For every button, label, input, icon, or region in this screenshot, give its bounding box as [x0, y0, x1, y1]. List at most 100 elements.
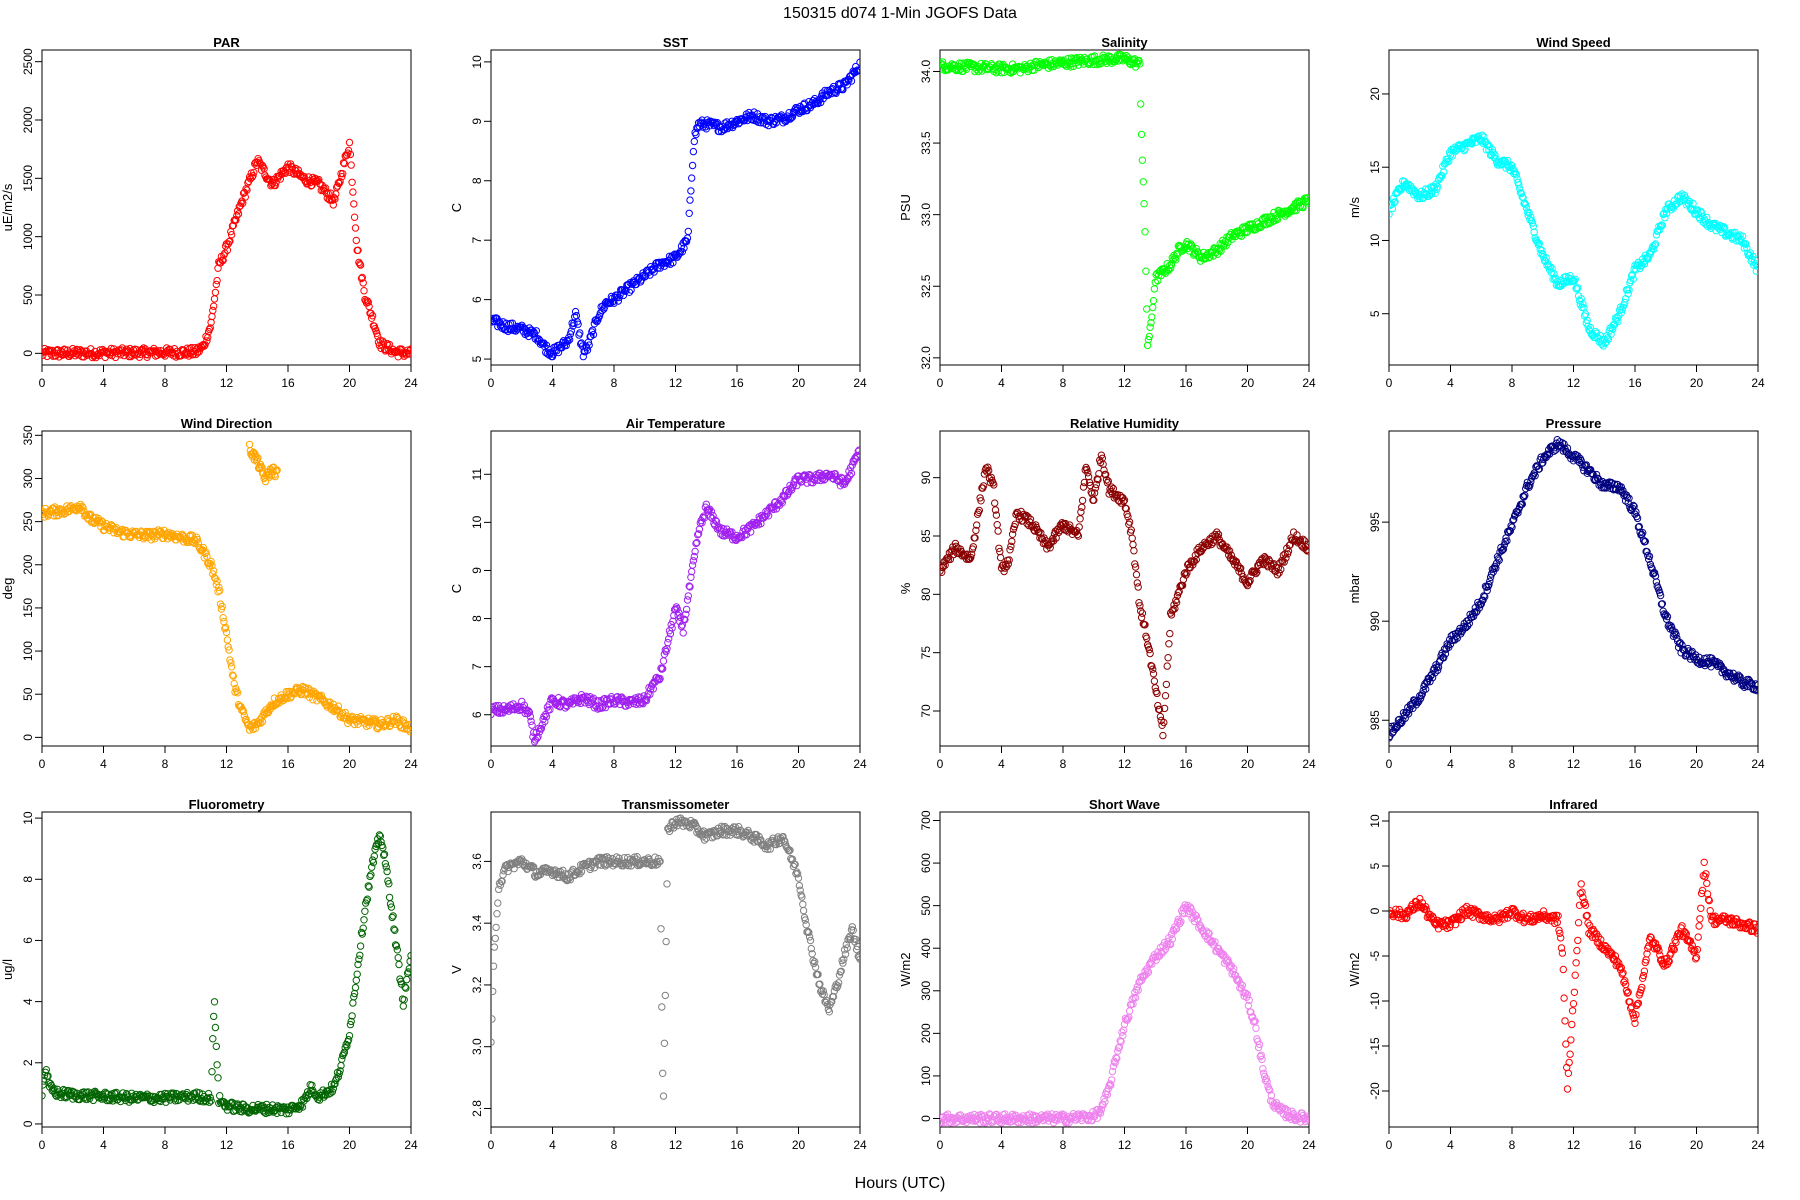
data-point [268, 471, 276, 479]
data-point [1515, 181, 1523, 189]
data-point [1008, 537, 1016, 546]
data-point [525, 708, 534, 716]
data-point [276, 175, 284, 183]
data-point [211, 1023, 220, 1032]
data-point [225, 646, 233, 654]
data-point [805, 933, 814, 941]
data-point [358, 930, 366, 938]
x-tick-label: 16 [1179, 757, 1193, 771]
data-point [1752, 685, 1758, 694]
data-point [562, 341, 570, 350]
data-point [946, 555, 954, 564]
data-point [799, 107, 807, 116]
data-point [1571, 275, 1579, 283]
x-tick-label: 24 [404, 757, 418, 771]
y-tick-label: 10 [470, 515, 484, 529]
data-point [690, 137, 698, 146]
data-point [1124, 1015, 1132, 1023]
data-point [1579, 300, 1587, 308]
data-point [1041, 58, 1049, 66]
data-point [380, 850, 389, 858]
data-point [1709, 656, 1718, 665]
data-point [1154, 277, 1162, 285]
data-point [764, 121, 773, 130]
data-point [1658, 600, 1667, 608]
x-tick-label: 8 [611, 757, 618, 771]
data-point [1160, 704, 1169, 713]
data-point [648, 266, 657, 274]
x-tick-label: 8 [162, 757, 169, 771]
x-tick-label: 12 [220, 1138, 234, 1152]
data-point [1512, 171, 1521, 179]
data-point [394, 954, 402, 962]
data-point [47, 351, 56, 359]
data-point [686, 583, 694, 591]
data-point [1558, 439, 1567, 447]
data-point [258, 718, 267, 726]
x-tick-label: 0 [1386, 757, 1393, 771]
data-point [1065, 1119, 1073, 1127]
data-point [1059, 1112, 1067, 1121]
data-point [1180, 245, 1189, 253]
data-point [340, 1048, 349, 1057]
panel-title: Short Wave [1089, 797, 1160, 812]
data-point [1246, 577, 1254, 585]
data-point [308, 1081, 316, 1090]
data-point [1491, 151, 1499, 159]
data-point [1690, 206, 1698, 215]
data-point [232, 216, 240, 224]
data-point [777, 836, 786, 845]
data-point [537, 724, 546, 733]
y-tick-label: 6 [470, 711, 484, 718]
data-point [787, 114, 795, 123]
data-point [1119, 1031, 1127, 1040]
data-point [846, 72, 854, 81]
y-axis-label: C [449, 203, 464, 212]
data-point [688, 561, 697, 569]
data-point [392, 942, 401, 950]
data-point [1136, 60, 1144, 68]
data-point [1475, 604, 1484, 612]
data-point [1422, 685, 1430, 693]
data-point [495, 885, 503, 894]
data-point [233, 211, 241, 220]
data-point [546, 706, 554, 714]
y-tick-label: 9 [470, 567, 484, 574]
data-point [1132, 570, 1141, 579]
data-point [359, 279, 367, 287]
data-point [1165, 640, 1173, 648]
y-axis-label: C [449, 584, 464, 593]
data-point [1242, 228, 1251, 237]
data-point [356, 942, 365, 950]
data-point [355, 955, 363, 963]
data-point [1662, 209, 1671, 218]
data-point [353, 970, 361, 978]
data-point [1204, 249, 1212, 257]
data-point [1170, 601, 1178, 609]
data-point [1172, 598, 1181, 607]
y-tick-label: 300 [21, 468, 35, 488]
y-tick-label: 34.0 [919, 59, 933, 83]
data-point [1633, 514, 1642, 523]
panel-title: Relative Humidity [1070, 416, 1180, 431]
data-point [403, 975, 411, 984]
data-points [42, 440, 411, 736]
data-point [955, 66, 963, 75]
data-point [706, 505, 714, 513]
data-point [1639, 529, 1647, 537]
data-point [1389, 210, 1393, 219]
data-point [344, 146, 353, 155]
data-point [1275, 569, 1283, 577]
data-point [61, 346, 69, 354]
data-point [1495, 556, 1503, 564]
data-point [1438, 649, 1446, 657]
data-point [1743, 244, 1751, 252]
data-point [391, 941, 400, 949]
data-point [223, 636, 232, 644]
data-point [1431, 189, 1439, 198]
data-point [1697, 209, 1706, 217]
data-point [804, 927, 812, 936]
data-point [828, 997, 836, 1006]
plot-frame [939, 430, 1310, 747]
